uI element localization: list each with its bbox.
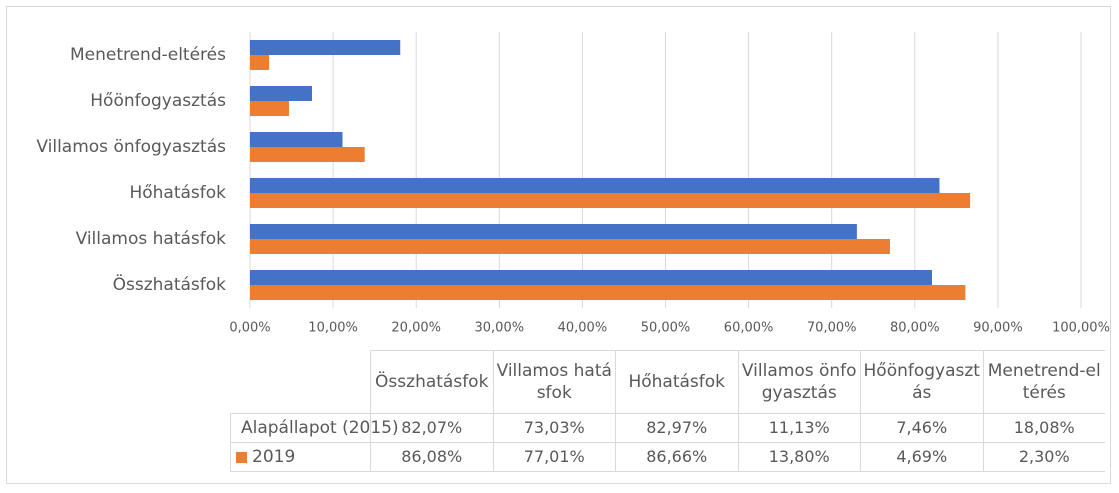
bar	[250, 224, 857, 239]
legend-key	[236, 451, 247, 463]
table-value: 2,30%	[982, 442, 1105, 471]
bar	[250, 86, 312, 101]
y-tick-label: Menetrend-eltérés	[70, 45, 226, 65]
bar	[250, 147, 365, 162]
bar	[250, 239, 890, 254]
y-tick-label: Villamos hatásfok	[76, 229, 227, 249]
table-row-label: 2019	[230, 442, 370, 471]
x-tick-label: 0,00%	[229, 321, 270, 336]
y-tick-label: Hőönfogyasztás	[90, 91, 226, 111]
table-value: 77,01%	[492, 442, 615, 471]
x-tick-label: 90,00%	[973, 321, 1023, 336]
legend-label: Alapállapot (2015)	[241, 418, 399, 438]
bar	[250, 285, 966, 300]
x-tick-label: 100,00%	[1052, 321, 1110, 336]
bar	[250, 101, 289, 116]
bar	[250, 132, 343, 147]
table-value: 13,80%	[737, 442, 860, 471]
x-tick-label: 20,00%	[391, 321, 441, 336]
table-row-label: Alapállapot (2015)	[230, 413, 399, 442]
table-header: Menetrend-eltérés	[982, 350, 1105, 413]
x-tick-label: 80,00%	[890, 321, 940, 336]
x-tick-label: 40,00%	[558, 321, 608, 336]
table-value: 11,13%	[737, 413, 860, 442]
bar	[250, 178, 940, 193]
bar	[250, 270, 933, 285]
legend-label: 2019	[252, 447, 296, 467]
x-tick-label: 10,00%	[308, 321, 358, 336]
table-value: 86,08%	[370, 442, 493, 471]
table-value: 82,97%	[615, 413, 738, 442]
chart-frame	[6, 6, 1111, 484]
table-value: 4,69%	[860, 442, 983, 471]
y-tick-label: Villamos önfogyasztás	[36, 137, 226, 157]
table-value: 73,03%	[492, 413, 615, 442]
table-value: 7,46%	[860, 413, 983, 442]
table-value: 18,08%	[982, 413, 1105, 442]
x-tick-label: 60,00%	[724, 321, 774, 336]
y-tick-label: Hőhatásfok	[129, 183, 226, 203]
bar	[250, 193, 971, 208]
table-header: Villamos hatásfok	[492, 350, 615, 413]
table-header: Hőhatásfok	[615, 350, 738, 413]
table-value: 86,66%	[615, 442, 738, 471]
x-tick-label: 50,00%	[641, 321, 691, 336]
y-tick-label: Összhatásfok	[113, 273, 227, 295]
table-header: Összhatásfok	[370, 350, 493, 413]
table-value: 82,07%	[370, 413, 493, 442]
table-border	[230, 471, 1105, 472]
table-header: Villamos önfogyasztás	[737, 350, 860, 413]
x-tick-label: 30,00%	[475, 321, 525, 336]
x-tick-label: 70,00%	[807, 321, 857, 336]
bar	[250, 55, 270, 70]
table-header: Hőönfogyasztás	[860, 350, 983, 413]
bar	[250, 40, 401, 55]
